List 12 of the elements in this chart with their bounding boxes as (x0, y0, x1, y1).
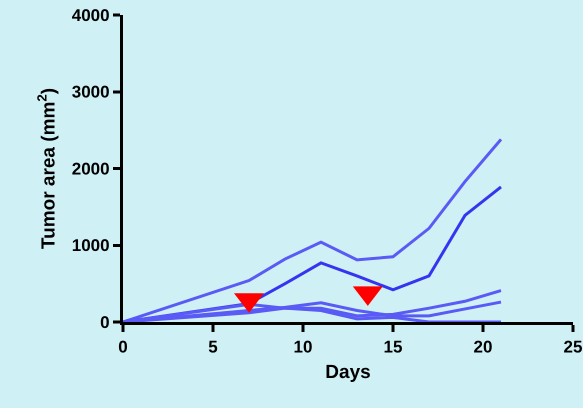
x-tick-label: 20 (474, 337, 492, 356)
x-tick-label: 5 (208, 337, 218, 356)
y-tick-label: 3000 (72, 82, 110, 102)
x-axis-title: Days (325, 362, 371, 384)
x-tick-label: 0 (118, 337, 128, 356)
y-tick-label: 1000 (72, 236, 110, 256)
x-tick-label: 25 (564, 337, 582, 356)
y-tick-label: 4000 (72, 6, 110, 25)
y-tick-label: 2000 (72, 159, 110, 178)
y-tick-label: 0 (100, 312, 110, 332)
x-tick-label: 15 (384, 337, 402, 356)
x-tick-label: 10 (294, 337, 312, 356)
